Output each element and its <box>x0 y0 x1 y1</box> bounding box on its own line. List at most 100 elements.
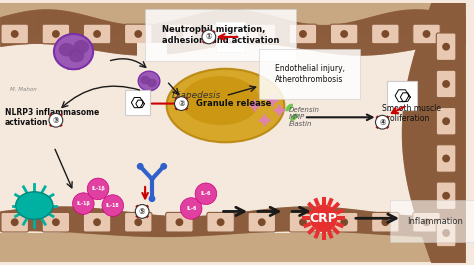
Text: ⑤: ⑤ <box>139 207 146 216</box>
Circle shape <box>52 218 60 226</box>
Circle shape <box>442 43 450 51</box>
Text: Endothelial injury,
Atherothrombosis: Endothelial injury, Atherothrombosis <box>274 64 345 84</box>
FancyBboxPatch shape <box>413 24 440 44</box>
FancyBboxPatch shape <box>166 24 193 44</box>
Text: ④: ④ <box>379 118 386 127</box>
Circle shape <box>49 113 63 127</box>
Ellipse shape <box>147 79 157 87</box>
Ellipse shape <box>148 195 155 202</box>
Ellipse shape <box>69 49 84 62</box>
FancyArrow shape <box>303 208 311 215</box>
FancyBboxPatch shape <box>248 24 275 44</box>
FancyBboxPatch shape <box>330 213 358 232</box>
FancyArrow shape <box>336 222 344 228</box>
FancyArrow shape <box>303 222 311 228</box>
FancyBboxPatch shape <box>0 233 465 263</box>
Circle shape <box>102 195 124 216</box>
FancyArrow shape <box>332 227 340 235</box>
FancyArrow shape <box>313 230 320 239</box>
Polygon shape <box>248 99 262 112</box>
Text: ①: ① <box>206 32 212 41</box>
FancyBboxPatch shape <box>436 145 456 172</box>
FancyBboxPatch shape <box>436 182 456 209</box>
FancyArrow shape <box>321 232 326 240</box>
Text: Granule release: Granule release <box>196 99 272 108</box>
Polygon shape <box>273 104 286 117</box>
Polygon shape <box>266 94 280 108</box>
Circle shape <box>135 205 149 218</box>
Ellipse shape <box>16 192 53 219</box>
Text: IL-1β: IL-1β <box>76 201 90 206</box>
FancyBboxPatch shape <box>125 213 152 232</box>
FancyArrow shape <box>321 197 326 205</box>
FancyBboxPatch shape <box>137 43 167 72</box>
Ellipse shape <box>140 76 150 85</box>
Polygon shape <box>68 61 80 69</box>
FancyArrow shape <box>332 202 340 210</box>
FancyBboxPatch shape <box>216 22 245 52</box>
FancyBboxPatch shape <box>436 33 456 60</box>
Circle shape <box>52 30 60 38</box>
FancyArrow shape <box>307 227 315 235</box>
FancyBboxPatch shape <box>207 213 234 232</box>
Circle shape <box>258 30 266 38</box>
FancyBboxPatch shape <box>1 24 28 44</box>
Circle shape <box>299 30 307 38</box>
FancyBboxPatch shape <box>436 108 456 135</box>
Text: M. Mahon: M. Mahon <box>10 87 36 92</box>
Circle shape <box>442 117 450 125</box>
Circle shape <box>134 30 142 38</box>
FancyArrow shape <box>307 202 315 210</box>
Circle shape <box>340 218 348 226</box>
Ellipse shape <box>167 69 284 142</box>
FancyBboxPatch shape <box>0 37 465 233</box>
FancyBboxPatch shape <box>248 213 275 232</box>
Circle shape <box>310 205 337 232</box>
Circle shape <box>134 218 142 226</box>
Circle shape <box>11 218 18 226</box>
Text: IL-1β: IL-1β <box>91 186 105 191</box>
FancyBboxPatch shape <box>0 2 465 37</box>
FancyBboxPatch shape <box>436 219 456 247</box>
Text: Inflammation: Inflammation <box>407 217 463 226</box>
FancyBboxPatch shape <box>289 213 317 232</box>
FancyBboxPatch shape <box>42 24 70 44</box>
Circle shape <box>442 192 450 200</box>
Circle shape <box>175 218 183 226</box>
Circle shape <box>442 154 450 162</box>
FancyBboxPatch shape <box>166 213 193 232</box>
FancyBboxPatch shape <box>207 24 234 44</box>
Circle shape <box>181 198 202 219</box>
FancyBboxPatch shape <box>372 24 399 44</box>
FancyArrow shape <box>302 216 310 220</box>
Text: NLRP3 inflammasome
activation: NLRP3 inflammasome activation <box>5 108 99 127</box>
Ellipse shape <box>285 104 293 111</box>
Circle shape <box>382 30 389 38</box>
Text: Defensin
MMP
Elastin: Defensin MMP Elastin <box>289 107 320 127</box>
FancyBboxPatch shape <box>42 213 70 232</box>
Circle shape <box>195 183 217 205</box>
Circle shape <box>375 115 389 129</box>
Ellipse shape <box>54 34 93 69</box>
FancyBboxPatch shape <box>125 24 152 44</box>
Ellipse shape <box>59 43 74 56</box>
Text: IL-18: IL-18 <box>106 203 119 208</box>
Text: ③: ③ <box>53 116 59 125</box>
Circle shape <box>217 218 225 226</box>
Circle shape <box>175 30 183 38</box>
Text: Neutrophil migration,
adhesion, and activation: Neutrophil migration, adhesion, and acti… <box>162 25 279 45</box>
Text: CRP: CRP <box>310 212 337 225</box>
FancyBboxPatch shape <box>436 70 456 98</box>
FancyArrow shape <box>336 208 344 215</box>
Text: IL-6: IL-6 <box>201 191 211 196</box>
Ellipse shape <box>160 163 167 170</box>
Circle shape <box>93 218 101 226</box>
Circle shape <box>217 30 225 38</box>
FancyBboxPatch shape <box>387 81 417 111</box>
Circle shape <box>442 229 450 237</box>
Text: Diapedesis: Diapedesis <box>172 91 221 100</box>
Ellipse shape <box>138 71 160 91</box>
Text: Smooth muscle
proliferation: Smooth muscle proliferation <box>383 104 441 123</box>
FancyBboxPatch shape <box>1 213 28 232</box>
Circle shape <box>258 218 266 226</box>
